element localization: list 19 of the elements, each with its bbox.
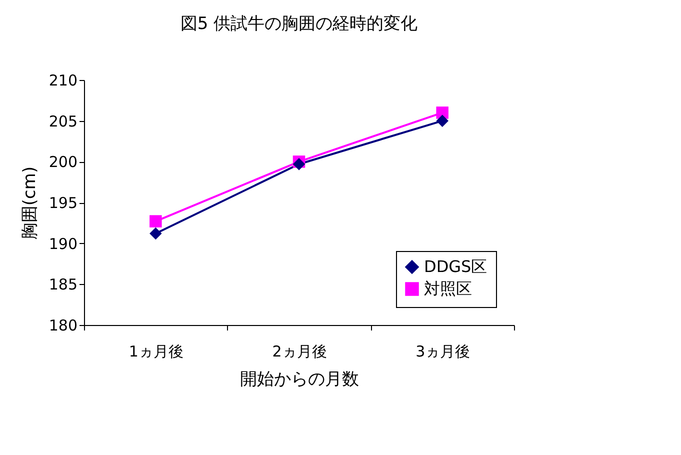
y-tick-label: 190 bbox=[48, 234, 78, 253]
x-tick-label: 2ヵ月後 bbox=[272, 342, 327, 360]
y-tick-label: 180 bbox=[48, 316, 78, 334]
y-tick-label: 210 bbox=[48, 72, 78, 90]
y-axis-title: 胸囲(cm) bbox=[20, 166, 40, 240]
point bbox=[150, 227, 162, 240]
y-tick-label: 205 bbox=[48, 112, 78, 130]
y-tick-label: 200 bbox=[48, 153, 78, 172]
y-tick-label: 195 bbox=[48, 194, 78, 212]
legend-label: 対照区 bbox=[424, 279, 472, 298]
y-tick-label: 185 bbox=[48, 276, 78, 294]
x-tick-label: 1ヵ月後 bbox=[128, 342, 184, 360]
x-axis-title: 開始からの月数 bbox=[240, 370, 359, 390]
point bbox=[436, 114, 448, 127]
point bbox=[292, 158, 306, 170]
legend-label: DDGS区 bbox=[424, 257, 488, 276]
chart-title: 図5 供試牛の胸囲の経時的変化 bbox=[180, 14, 418, 34]
x-tick-label: 3ヵ月後 bbox=[416, 342, 470, 360]
point bbox=[150, 215, 162, 228]
